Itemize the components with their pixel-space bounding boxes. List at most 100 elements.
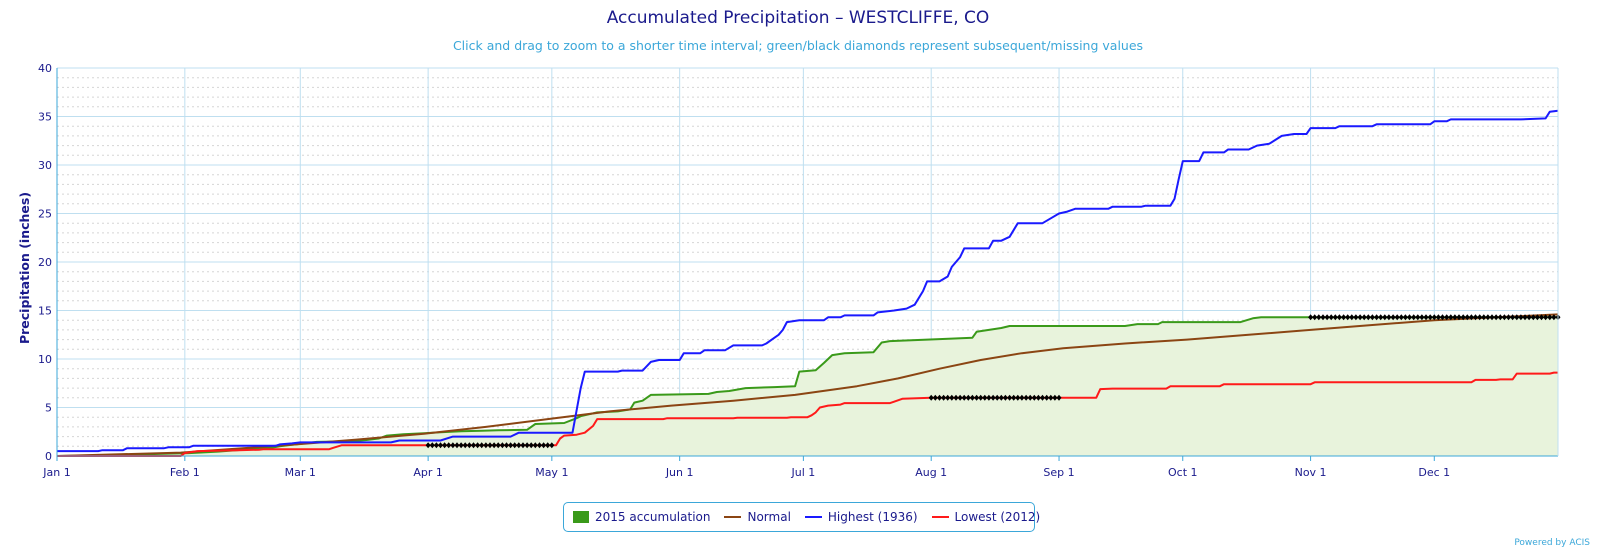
legend-label: Highest (1936)	[827, 510, 918, 524]
missing-value-diamond	[994, 394, 1000, 401]
missing-value-diamond	[937, 394, 942, 401]
missing-value-diamond	[1526, 314, 1532, 321]
missing-value-diamond	[1048, 394, 1054, 401]
series-line-normal	[56, 313, 1559, 457]
missing-value-diamond	[1473, 314, 1478, 321]
missing-value-diamond	[1052, 394, 1058, 401]
missing-value-diamond	[487, 442, 493, 449]
missing-value-diamond	[1448, 314, 1454, 321]
missing-value-diamond	[512, 442, 518, 449]
missing-value-diamond	[1419, 314, 1425, 321]
missing-value-diamond	[1456, 314, 1462, 321]
missing-value-diamond	[1349, 314, 1355, 321]
missing-value-diamond	[949, 394, 955, 401]
missing-value-diamond	[1320, 314, 1326, 321]
missing-value-diamond	[974, 394, 980, 401]
missing-value-diamond	[1316, 314, 1322, 321]
missing-value-diamond	[1415, 314, 1421, 321]
missing-value-diamond	[1497, 314, 1503, 321]
legend-line-lowest	[931, 516, 949, 518]
missing-value-diamond	[516, 442, 522, 449]
series-area-2015-accumulation	[57, 317, 1558, 456]
x-tick-label: Jul 1	[790, 466, 815, 479]
y-tick-label: 25	[38, 208, 52, 221]
y-tick-label: 5	[45, 402, 52, 415]
legend-item-lowest[interactable]: Lowest (2012)	[931, 510, 1040, 524]
missing-value-diamond	[1402, 314, 1408, 321]
missing-value-diamond	[1336, 314, 1342, 321]
y-tick-label: 0	[45, 450, 52, 463]
missing-value-diamond	[442, 442, 448, 449]
missing-value-diamond	[1324, 314, 1330, 321]
y-tick-label: 20	[38, 256, 52, 269]
missing-value-diamond	[454, 442, 460, 449]
x-tick-label: Oct 1	[1168, 466, 1198, 479]
missing-value-diamond	[1452, 314, 1458, 321]
series-line-lowest-2012	[57, 371, 1558, 457]
missing-value-diamond	[1382, 314, 1388, 321]
legend-item-normal[interactable]: Normal	[724, 510, 791, 524]
missing-value-diamond	[1539, 314, 1544, 321]
missing-value-diamond	[466, 442, 472, 449]
x-tick-label: May 1	[535, 466, 568, 479]
missing-value-diamond	[1044, 394, 1050, 401]
missing-value-diamond	[1019, 394, 1025, 401]
missing-value-diamond	[1514, 314, 1520, 321]
x-tick-label: Feb 1	[170, 466, 200, 479]
missing-value-diamond	[1308, 314, 1314, 321]
missing-value-diamond	[1374, 314, 1380, 321]
missing-value-diamond	[1547, 314, 1553, 321]
missing-value-diamond	[1518, 314, 1524, 321]
missing-value-diamond	[982, 394, 988, 401]
missing-value-diamond	[425, 442, 431, 449]
missing-value-diamond	[1015, 394, 1021, 401]
missing-value-diamond	[1353, 314, 1359, 321]
missing-value-diamond	[1530, 314, 1536, 321]
grid	[56, 67, 1558, 457]
missing-value-diamond	[928, 394, 934, 401]
missing-value-diamond	[1378, 314, 1384, 321]
missing-value-diamond	[953, 394, 959, 401]
missing-value-diamond	[1361, 314, 1367, 321]
missing-value-diamond	[475, 442, 481, 449]
missing-value-diamond	[1427, 314, 1433, 321]
legend-item-2015-accumulation[interactable]: 2015 accumulation	[573, 510, 710, 524]
missing-value-diamond	[495, 442, 501, 449]
missing-value-diamond	[1493, 314, 1499, 321]
missing-value-diamond	[1551, 314, 1557, 321]
legend-line-highest	[804, 516, 822, 518]
missing-value-diamond	[479, 442, 485, 449]
missing-value-diamond	[1312, 314, 1318, 321]
legend-item-highest[interactable]: Highest (1936)	[804, 510, 918, 524]
x-tick-label: Jan 1	[42, 466, 70, 479]
credit-link[interactable]: Powered by ACIS	[1514, 538, 1590, 548]
missing-value-diamond	[941, 394, 947, 401]
missing-value-diamond	[1328, 314, 1334, 321]
missing-value-diamond	[491, 442, 497, 449]
missing-value-diamond	[1481, 314, 1487, 321]
missing-value-diamond	[446, 442, 452, 449]
missing-value-diamond	[1543, 314, 1549, 321]
chart-subtitle: Click and drag to zoom to a shorter time…	[453, 38, 1143, 53]
area-layer	[57, 317, 1558, 456]
missing-value-diamond	[1444, 314, 1450, 321]
missing-value-diamond	[549, 442, 555, 449]
missing-value-diamond	[1501, 314, 1507, 321]
missing-value-diamond	[1506, 314, 1511, 321]
missing-value-diamond	[1485, 314, 1491, 321]
missing-value-diamond	[1332, 314, 1338, 321]
y-tick-label: 15	[38, 305, 52, 318]
missing-value-diamond	[1534, 314, 1540, 321]
x-tick-label: Jun 1	[665, 466, 694, 479]
legend-swatch-2015	[573, 511, 589, 523]
y-tick-label: 35	[38, 111, 52, 124]
x-tick-label: Dec 1	[1418, 466, 1450, 479]
x-tick-label: Nov 1	[1295, 466, 1327, 479]
x-tick-label: Sep 1	[1043, 466, 1074, 479]
missing-value-diamond	[471, 442, 476, 449]
missing-value-diamond	[1477, 314, 1483, 321]
missing-value-diamond	[483, 442, 489, 449]
missing-value-diamond	[1341, 314, 1347, 321]
missing-value-diamond	[1423, 314, 1429, 321]
